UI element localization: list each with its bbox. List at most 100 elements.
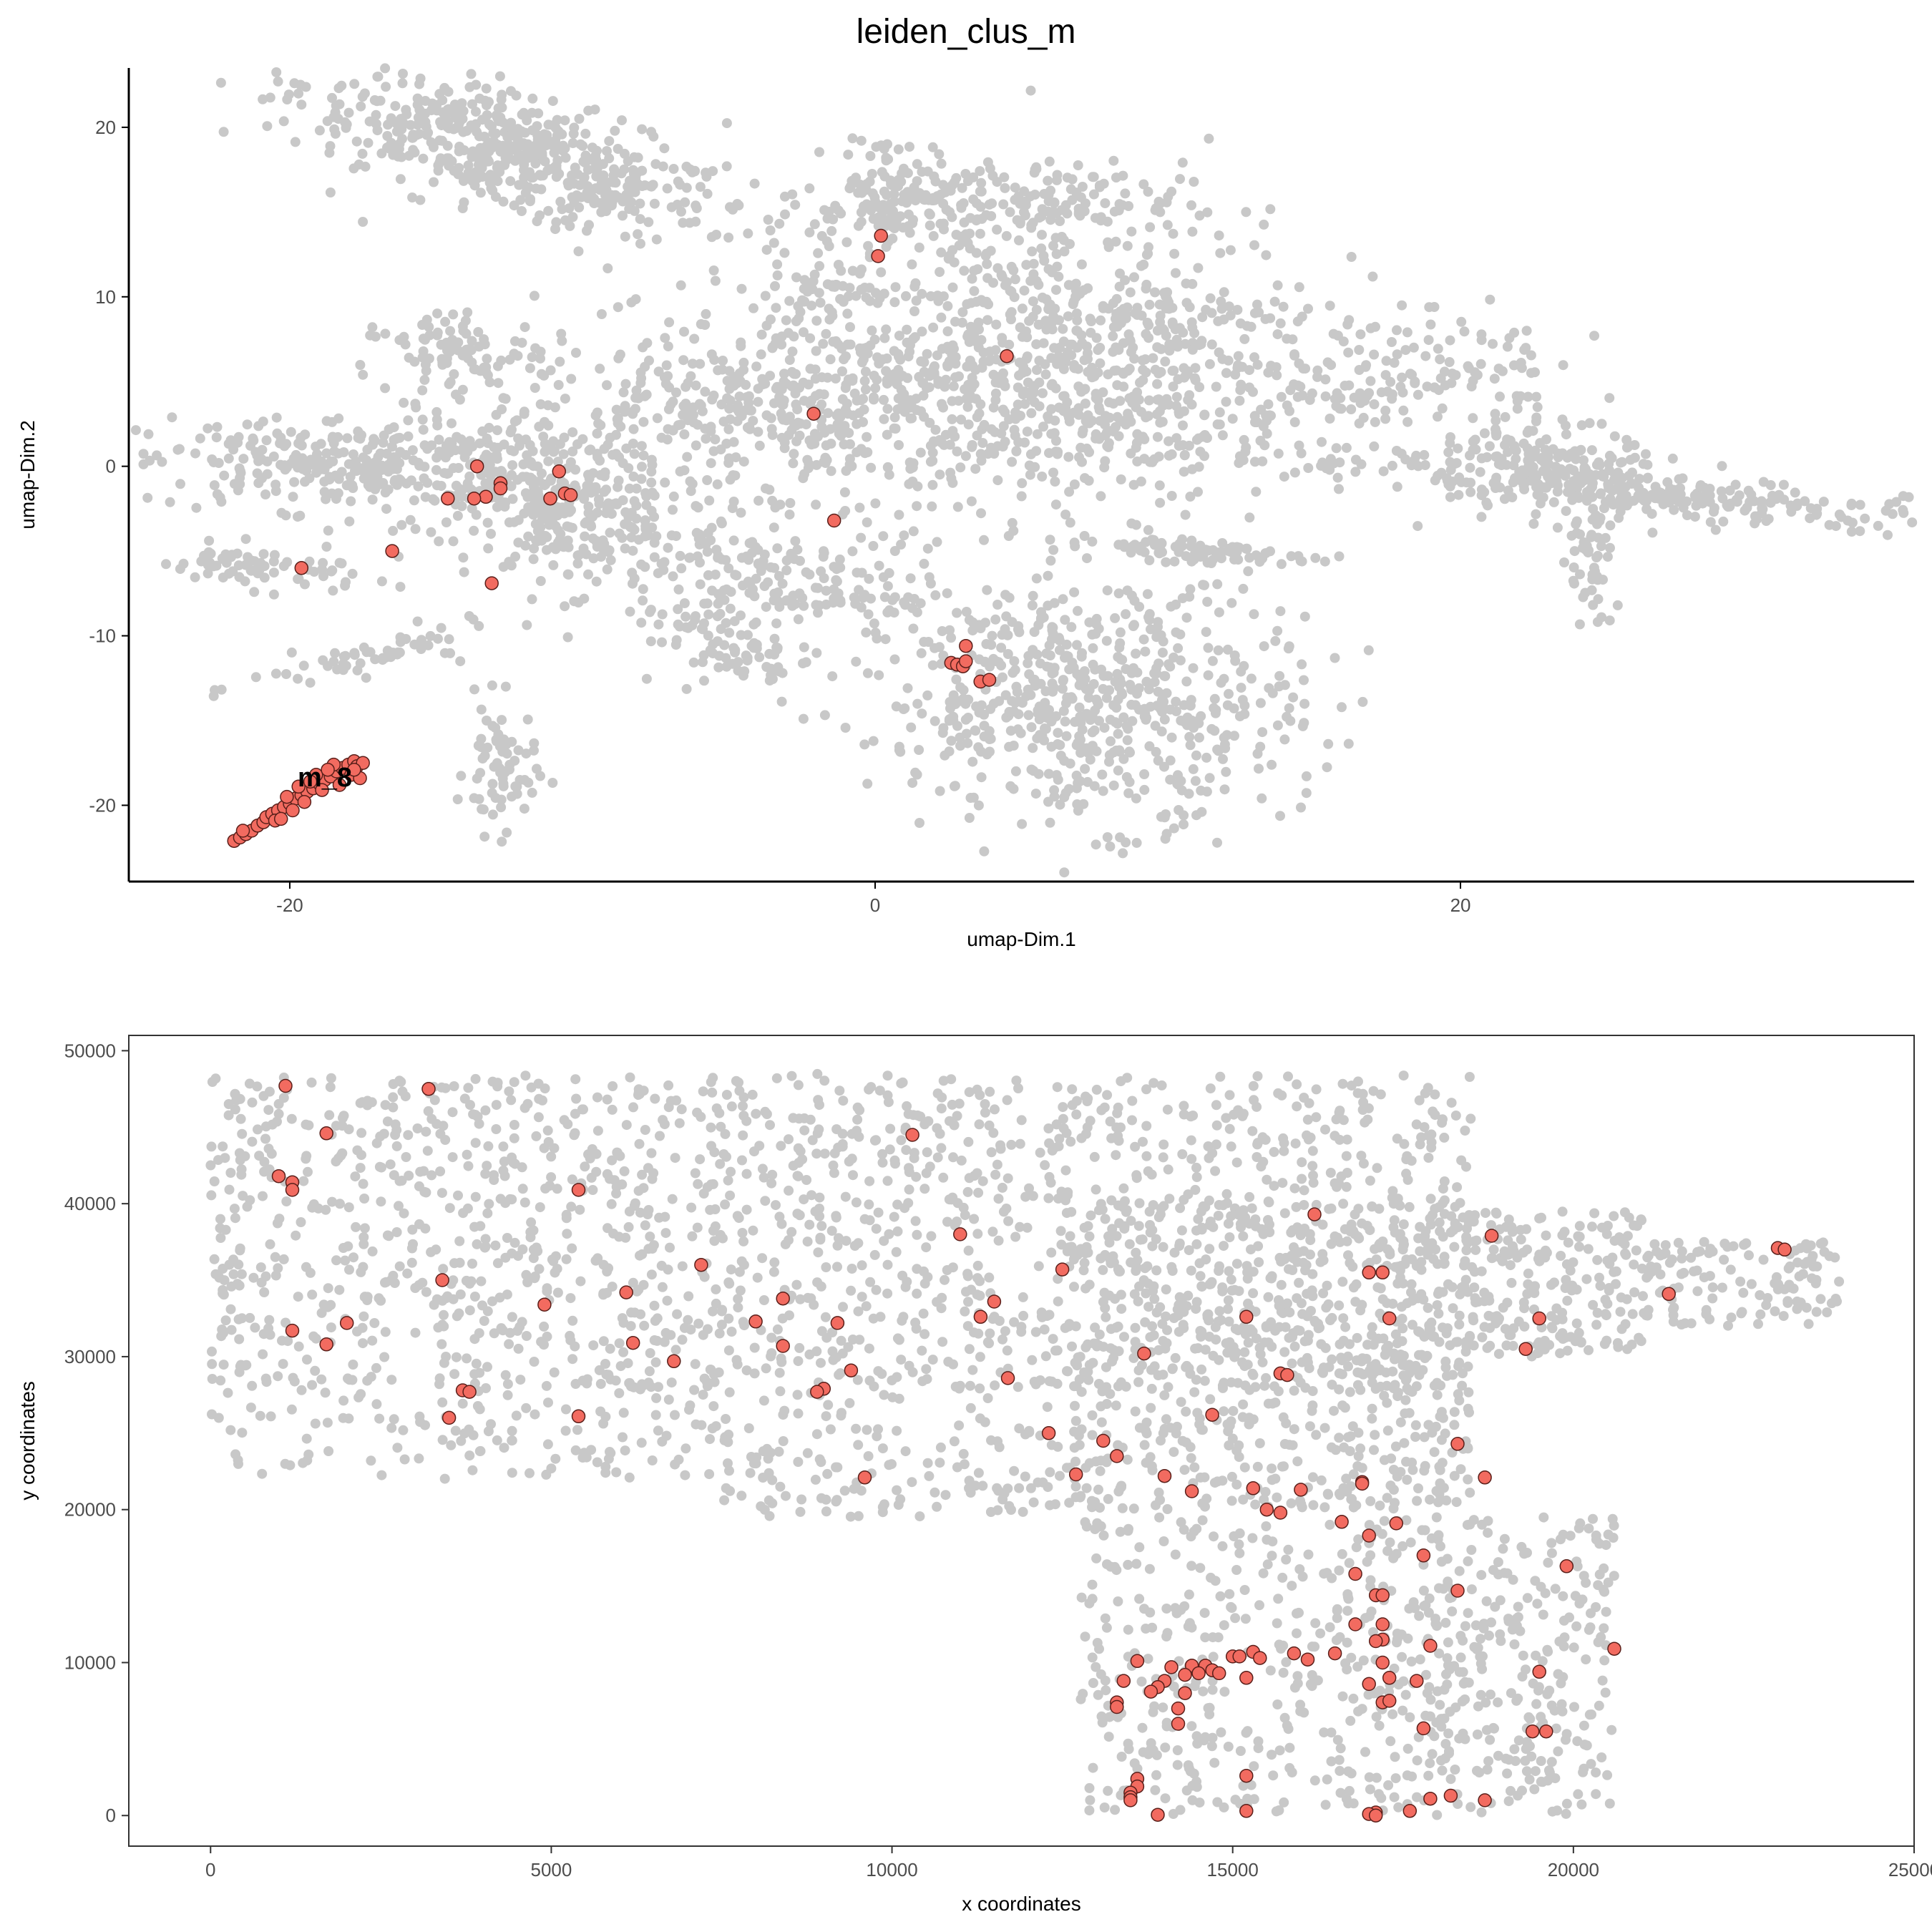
umap-background-point <box>950 316 960 327</box>
umap-highlight-point <box>543 491 557 506</box>
umap-background-point <box>1098 670 1109 681</box>
spatial-background-point <box>774 1367 785 1378</box>
umap-background-point <box>282 94 293 104</box>
umap-y-tick-label: -20 <box>89 794 116 816</box>
umap-background-point <box>982 259 992 269</box>
umap-background-point <box>1238 583 1249 594</box>
umap-background-point <box>1142 589 1153 600</box>
umap-background-point <box>484 459 495 470</box>
umap-background-point <box>736 630 746 640</box>
umap-background-point <box>1044 156 1055 167</box>
umap-background-point <box>383 119 393 130</box>
umap-background-point <box>1143 525 1153 535</box>
umap-background-point <box>543 205 554 216</box>
umap-background-point <box>517 338 527 348</box>
umap-background-point <box>736 507 746 518</box>
umap-background-point <box>484 175 495 185</box>
umap-background-point <box>482 517 493 528</box>
umap-background-point <box>487 680 497 691</box>
umap-background-point <box>613 302 623 313</box>
umap-background-point <box>917 288 927 299</box>
chart-title: leiden_clus_m <box>857 13 1076 51</box>
umap-background-point <box>1127 716 1138 726</box>
umap-background-point <box>1013 621 1024 632</box>
umap-background-point <box>912 176 922 187</box>
umap-background-point <box>596 309 607 319</box>
umap-background-point <box>672 200 683 210</box>
umap-background-point <box>178 558 189 569</box>
umap-background-point <box>869 334 880 345</box>
umap-background-point <box>952 608 962 618</box>
umap-background-point <box>1166 732 1177 743</box>
umap-background-point <box>1219 673 1229 684</box>
umap-background-point <box>270 479 281 490</box>
umap-background-point <box>935 786 945 796</box>
umap-background-point <box>1717 493 1728 504</box>
umap-background-point <box>689 333 700 344</box>
umap-background-point <box>1121 837 1131 848</box>
umap-background-point <box>751 542 761 552</box>
umap-background-point <box>1559 557 1569 567</box>
umap-background-point <box>1034 377 1045 388</box>
umap-background-point <box>1184 731 1195 742</box>
umap-background-point <box>1740 505 1750 516</box>
umap-y-tick-label: 20 <box>95 117 116 138</box>
umap-background-point <box>233 431 244 442</box>
umap-background-point <box>1574 619 1585 630</box>
umap-background-point <box>1435 354 1445 365</box>
umap-background-point <box>1151 668 1162 679</box>
umap-background-point <box>837 366 847 376</box>
umap-background-point <box>1028 590 1038 601</box>
umap-background-point <box>703 609 714 620</box>
umap-background-point <box>1482 452 1492 462</box>
spatial-background-point <box>1439 1132 1450 1143</box>
umap-background-point <box>965 793 976 803</box>
umap-background-point <box>1071 770 1082 781</box>
umap-background-point <box>426 527 436 537</box>
umap-background-point <box>540 447 550 457</box>
umap-background-point <box>631 483 642 494</box>
umap-background-point <box>482 353 492 364</box>
umap-background-point <box>318 655 328 665</box>
umap-background-point <box>1118 539 1129 550</box>
umap-background-point <box>833 588 844 599</box>
umap-background-point <box>996 428 1007 439</box>
umap-background-point <box>646 477 657 488</box>
umap-background-point <box>562 569 573 580</box>
umap-background-point <box>1045 817 1055 828</box>
umap-background-point <box>1049 663 1060 673</box>
umap-background-point <box>994 696 1005 706</box>
umap-background-point <box>811 316 822 326</box>
umap-background-point <box>811 499 821 510</box>
umap-background-point <box>1641 449 1651 459</box>
umap-background-point <box>864 176 875 187</box>
umap-background-point <box>788 458 799 469</box>
umap-background-point <box>406 475 416 486</box>
umap-background-point <box>1138 364 1148 375</box>
umap-background-point <box>702 547 713 557</box>
umap-background-point <box>1091 839 1101 850</box>
umap-background-point <box>889 297 900 308</box>
umap-background-point <box>1059 867 1070 878</box>
umap-background-point <box>345 472 356 482</box>
umap-background-point <box>370 331 381 342</box>
umap-background-point <box>761 245 772 255</box>
umap-background-point <box>1517 467 1528 478</box>
umap-background-point <box>355 360 366 370</box>
umap-background-point <box>512 474 523 485</box>
umap-background-point <box>432 420 443 431</box>
umap-background-point <box>411 402 421 413</box>
umap-background-point <box>1178 420 1188 431</box>
umap-background-point <box>1214 607 1224 618</box>
umap-background-point <box>493 378 504 389</box>
umap-background-point <box>1236 683 1246 693</box>
umap-background-point <box>1569 546 1580 557</box>
umap-background-point <box>1299 611 1310 622</box>
umap-background-point <box>1168 228 1179 239</box>
umap-background-point <box>390 101 401 112</box>
umap-background-point <box>491 409 502 420</box>
umap-background-point <box>1235 318 1246 328</box>
umap-background-point <box>1588 600 1599 610</box>
umap-background-point <box>566 374 577 384</box>
